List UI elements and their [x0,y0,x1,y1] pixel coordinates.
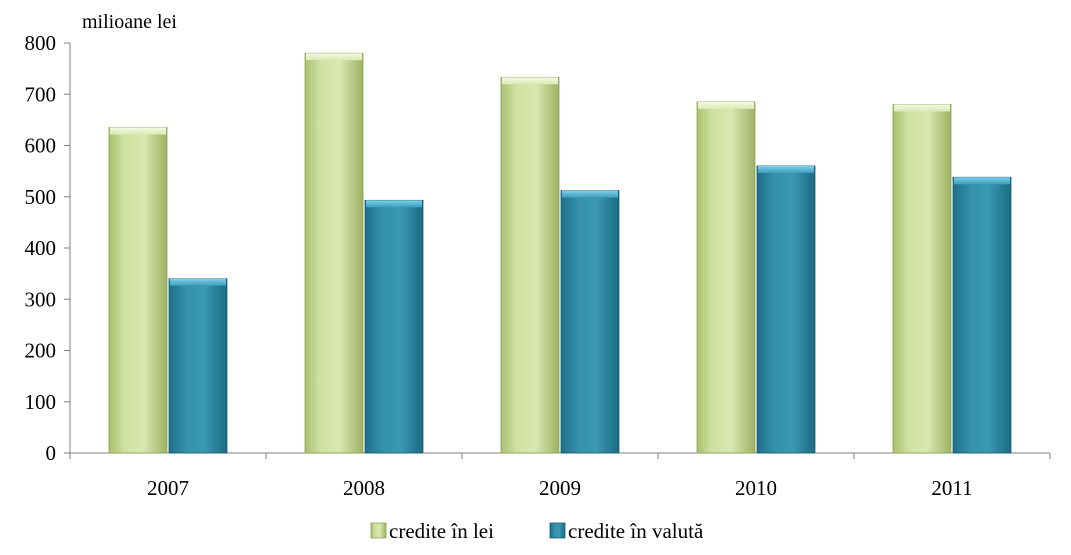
x-axis: 2007 2008 2009 2010 2011 [69,452,1051,500]
bars [108,52,1012,454]
bar [168,278,228,454]
bar-cap [758,166,814,173]
x-tick-label: 2007 [147,476,189,500]
x-tick-label: 2010 [735,476,777,500]
bar-cap [170,278,226,286]
bar [500,76,560,454]
x-tick-label: 2008 [343,476,385,500]
bar-cap [562,190,618,198]
bar [364,199,424,454]
y-tick-label: 600 [25,134,57,158]
y-tick-label: 400 [25,236,57,260]
bar-credite-valuta-2010 [756,165,816,454]
bar [952,176,1012,454]
x-tick-label: 2011 [931,476,972,500]
bar-credite-lei-2011 [892,104,952,454]
bar [560,190,620,454]
bar-cap [110,127,166,135]
bar [108,127,168,454]
bar-credite-lei-2009 [500,76,560,454]
bar-cap [502,77,558,85]
legend-label: credite în valută [568,519,704,543]
bar-credite-lei-2008 [304,52,364,454]
y-tick-label: 800 [25,31,57,55]
x-tick-label: 2009 [539,476,581,500]
y-unit-label: milioane lei [82,11,177,33]
bar-cap [306,53,362,61]
bar [892,104,952,454]
y-axis: 0 100 200 300 400 500 600 700 800 [25,31,71,465]
bar-cap [954,177,1010,185]
legend-item: credite în lei [370,519,494,543]
y-tick-label: 700 [25,82,57,106]
bar-credite-lei-2007 [108,127,168,454]
bar [696,101,756,454]
legend-swatch [370,522,387,539]
legend: credite în lei credite în valută [370,519,704,543]
y-tick-label: 500 [25,185,57,209]
bar-credite-valuta-2011 [952,176,1012,454]
legend-label: credite în lei [389,519,494,543]
bar-credite-valuta-2009 [560,190,620,454]
legend-swatch [549,522,566,539]
y-tick-label: 100 [25,390,57,414]
bar-credite-valuta-2008 [364,199,424,454]
y-tick-label: 300 [25,287,57,311]
bar-cap [894,104,950,112]
bar-cap [698,101,754,109]
y-tick-label: 200 [25,339,57,363]
bar [756,165,816,454]
bar-credite-lei-2010 [696,101,756,454]
bar-cap [366,200,422,208]
bar [304,52,364,454]
bar-credite-valuta-2007 [168,278,228,454]
legend-item: credite în valută [549,519,704,543]
y-tick-label: 0 [46,441,57,465]
